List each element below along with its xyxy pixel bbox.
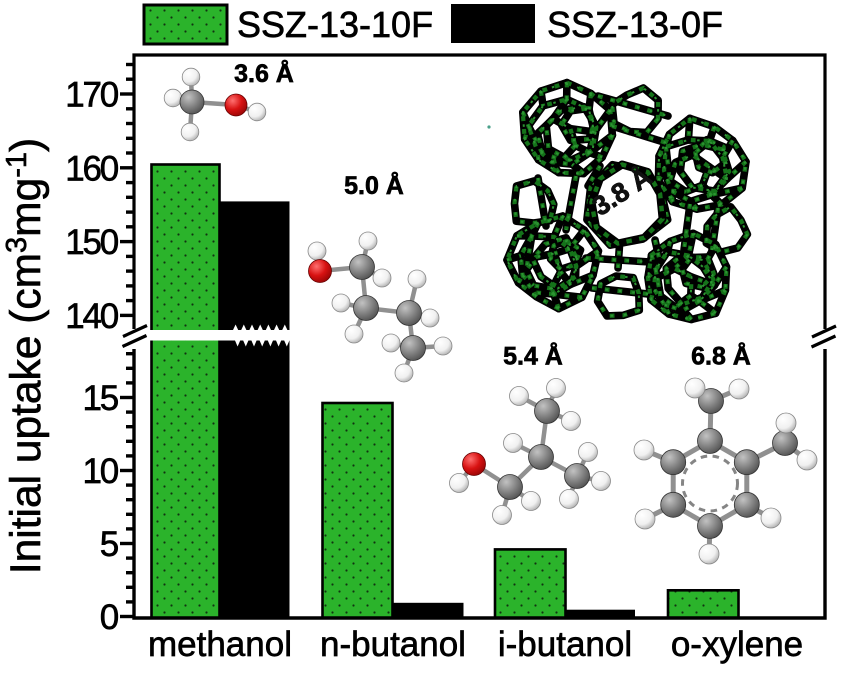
svg-text:n-butanol: n-butanol (320, 625, 466, 664)
svg-text:150: 150 (65, 223, 119, 262)
svg-text:5: 5 (100, 525, 118, 564)
svg-text:5.4 Å: 5.4 Å (503, 342, 563, 371)
svg-text:6.8 Å: 6.8 Å (691, 342, 751, 371)
svg-text:170: 170 (65, 76, 119, 115)
svg-text:0: 0 (100, 598, 119, 637)
svg-text:5.0 Å: 5.0 Å (344, 171, 404, 200)
svg-text:methanol: methanol (148, 625, 292, 664)
svg-text:3.6 Å: 3.6 Å (234, 59, 294, 88)
svg-text:140: 140 (65, 297, 119, 336)
svg-text:SSZ-13-0F: SSZ-13-0F (547, 4, 723, 45)
svg-text:o-xylene: o-xylene (671, 625, 803, 664)
svg-text:SSZ-13-10F: SSZ-13-10F (237, 4, 433, 45)
svg-text:160: 160 (65, 149, 119, 188)
svg-text:10: 10 (82, 452, 118, 491)
svg-text:i-butanol: i-butanol (498, 625, 632, 664)
svg-text:15: 15 (82, 379, 117, 418)
svg-text:Initial uptake (cm3mg-1): Initial uptake (cm3mg-1) (1, 138, 50, 574)
